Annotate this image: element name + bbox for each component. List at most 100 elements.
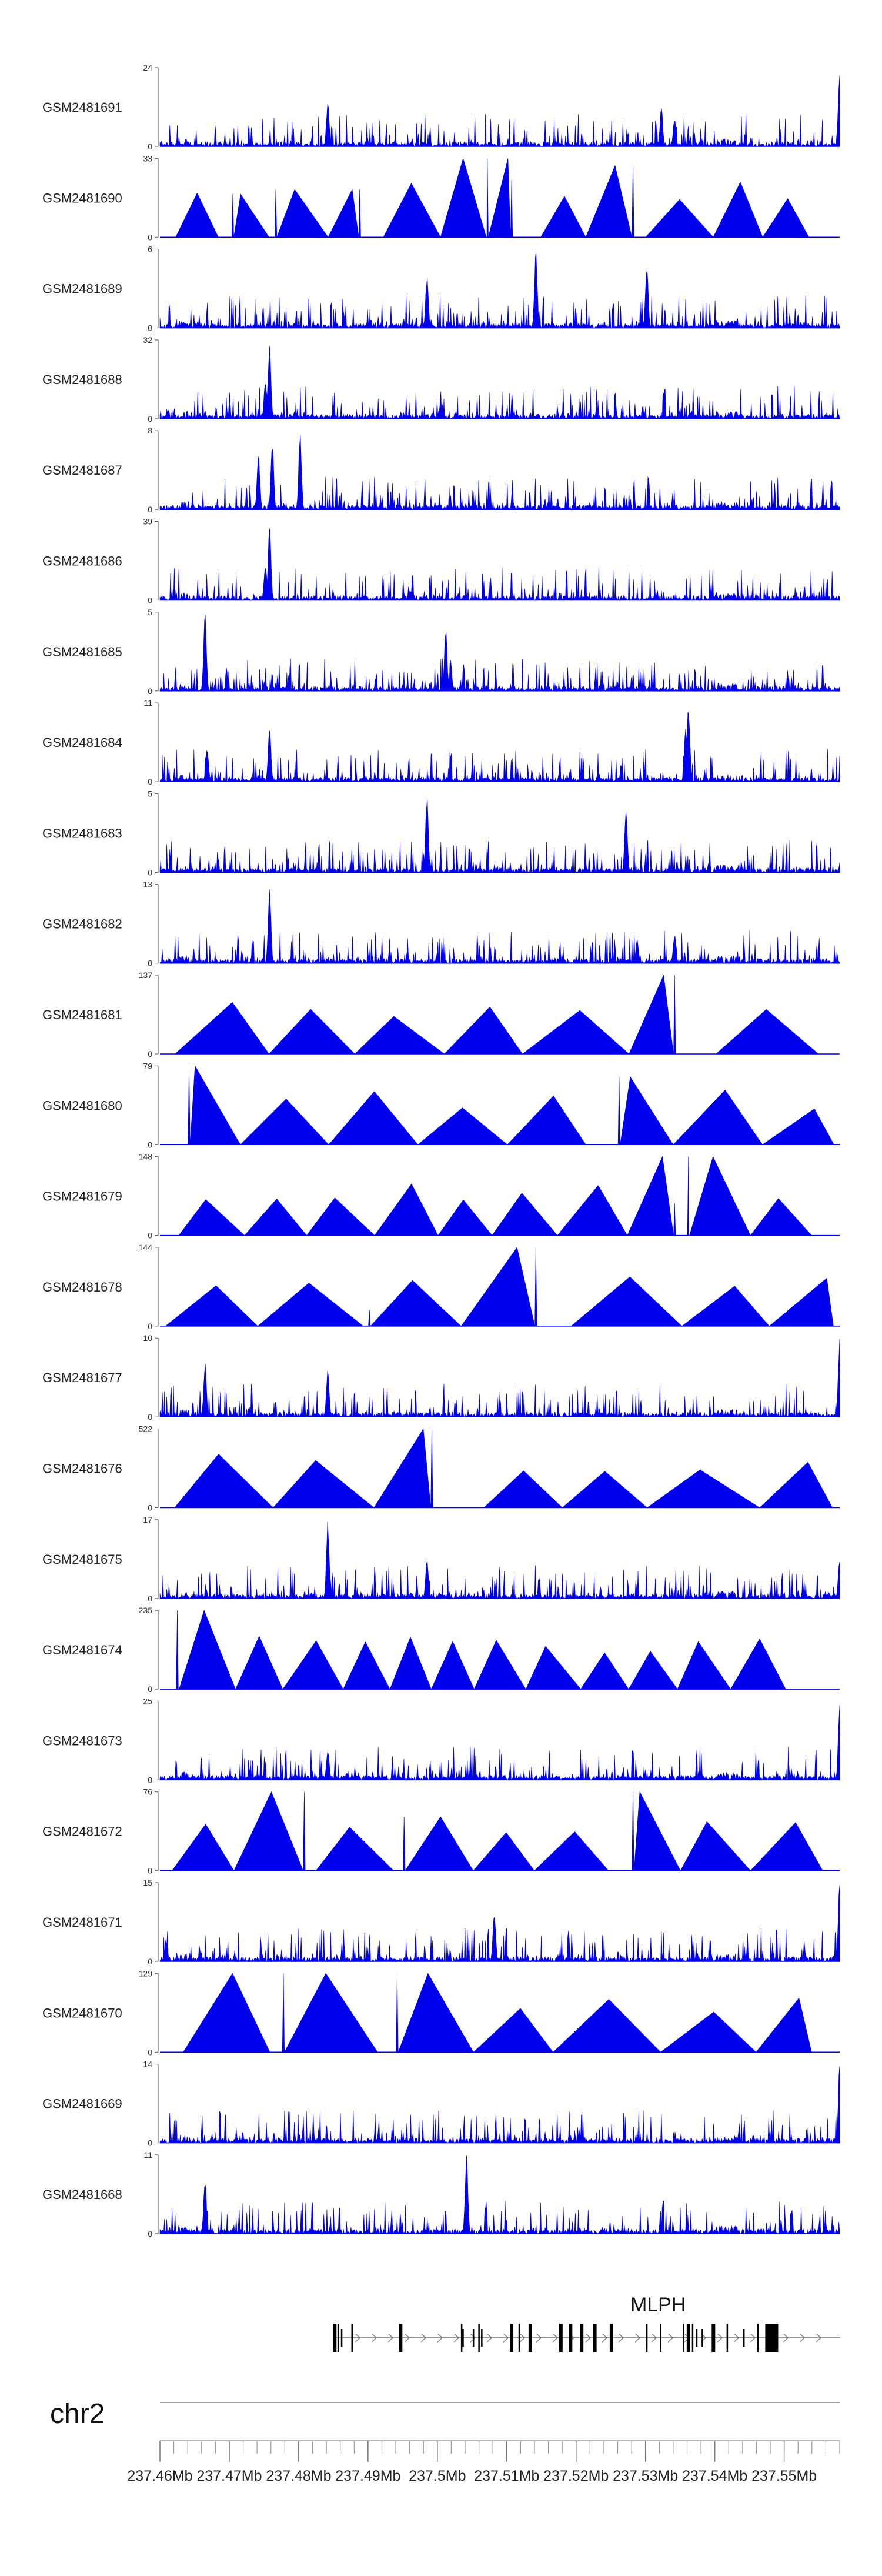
strand-arrow	[651, 2333, 657, 2343]
signal-area	[159, 1339, 840, 1418]
x-tick-label: 237.48Mb	[266, 2468, 331, 2484]
track-label: GSM2481680	[42, 1098, 122, 1113]
track-label: GSM2481669	[42, 2097, 122, 2111]
gene-exon	[691, 2324, 694, 2352]
track-GSM2481688: GSM2481688 32 0	[42, 335, 840, 423]
track-label: GSM2481674	[42, 1643, 122, 1657]
signal-area	[159, 528, 840, 601]
gene-exon	[686, 2324, 690, 2352]
gene-exon	[337, 2324, 339, 2352]
track-GSM2481686: GSM2481686 39 0	[42, 517, 840, 605]
track-label: GSM2481690	[42, 191, 122, 205]
track-label: GSM2481682	[42, 917, 122, 932]
track-label: GSM2481676	[42, 1461, 122, 1476]
y-min-label: 0	[148, 232, 152, 242]
gene-exon	[340, 2329, 343, 2347]
track-label: GSM2481681	[42, 1007, 122, 1022]
y-min-label: 0	[148, 414, 152, 423]
y-max-label: 13	[143, 880, 152, 889]
track-GSM2481680: GSM2481680 79 0	[42, 1061, 840, 1149]
y-min-label: 0	[148, 867, 152, 877]
strand-arrow	[634, 2333, 641, 2343]
y-max-label: 11	[143, 698, 152, 708]
y-min-label: 0	[148, 2138, 152, 2148]
y-min-label: 0	[148, 596, 152, 605]
track-label: GSM2481679	[42, 1189, 122, 1204]
y-max-label: 144	[139, 1243, 153, 1252]
track-GSM2481673: GSM2481673 25 0	[42, 1696, 840, 1784]
y-max-label: 39	[143, 517, 152, 526]
y-min-label: 0	[148, 1503, 152, 1513]
y-min-label: 0	[148, 1231, 152, 1240]
track-label: GSM2481671	[42, 1915, 122, 1930]
y-min-label: 0	[148, 686, 152, 696]
signal-area	[159, 798, 840, 873]
strand-arrow	[355, 2333, 361, 2343]
y-min-label: 0	[148, 1049, 152, 1059]
track-GSM2481678: GSM2481678 144 0	[42, 1243, 840, 1331]
strand-arrow	[799, 2333, 806, 2343]
track-label: GSM2481687	[42, 463, 122, 478]
y-max-label: 25	[143, 1696, 152, 1706]
signal-area	[183, 1973, 812, 2053]
track-GSM2481687: GSM2481687 8 0	[42, 426, 840, 514]
signal-area	[159, 2155, 840, 2234]
strand-arrow	[602, 2333, 608, 2343]
track-label: GSM2481684	[42, 735, 122, 750]
strand-arrow	[453, 2333, 460, 2343]
y-max-label: 235	[139, 1606, 153, 1615]
track-label: GSM2481686	[42, 554, 122, 569]
gene-exon	[609, 2324, 613, 2352]
strand-arrow	[519, 2333, 526, 2343]
y-max-label: 76	[143, 1787, 152, 1797]
y-max-label: 33	[143, 154, 152, 163]
track-label: GSM2481689	[42, 282, 122, 296]
track-label: GSM2481683	[42, 826, 122, 840]
strand-arrow	[552, 2333, 559, 2343]
track-GSM2481691: GSM2481691 24 0	[42, 63, 840, 151]
signal-area	[159, 712, 840, 783]
gene-exon	[660, 2324, 662, 2352]
gene-exon	[481, 2329, 483, 2347]
gene-exon	[559, 2324, 563, 2352]
signal-area	[159, 346, 840, 419]
strand-arrow	[750, 2333, 756, 2343]
y-max-label: 15	[143, 1878, 152, 1887]
signal-area	[172, 1791, 823, 1871]
y-max-label: 32	[143, 335, 152, 345]
y-min-label: 0	[148, 1594, 152, 1603]
y-max-label: 148	[139, 1152, 153, 1162]
y-max-label: 10	[143, 1333, 152, 1343]
gene-exon	[743, 2329, 745, 2347]
y-max-label: 129	[139, 1968, 153, 1978]
x-tick-label: 237.5Mb	[409, 2468, 466, 2484]
y-min-label: 0	[148, 323, 152, 333]
y-max-label: 5	[148, 789, 152, 798]
y-max-label: 5	[148, 608, 152, 617]
strand-arrow	[618, 2333, 624, 2343]
signal-tracks: GSM2481691240GSM2481690330GSM248168960GS…	[42, 63, 840, 2238]
track-GSM2481682: GSM2481682 13 0	[42, 880, 840, 968]
signal-area	[176, 1610, 786, 1690]
strand-arrow	[470, 2333, 476, 2343]
x-tick-label: 237.49Mb	[335, 2468, 400, 2484]
track-GSM2481684: GSM2481684 11 0	[42, 698, 840, 786]
x-tick-label: 237.54Mb	[682, 2468, 747, 2484]
x-tick-label: 237.51Mb	[474, 2468, 539, 2484]
strand-arrow	[816, 2333, 822, 2343]
strand-arrow	[387, 2333, 394, 2343]
gene-exon	[765, 2324, 779, 2352]
signal-area	[165, 1247, 834, 1327]
signal-area	[159, 1885, 840, 1963]
gene-exon	[528, 2324, 532, 2352]
track-GSM2481669: GSM2481669 14 0	[42, 2060, 840, 2148]
y-min-label: 0	[148, 1775, 152, 1784]
chromosome-label: chr2	[50, 2398, 105, 2430]
y-max-label: 79	[143, 1061, 152, 1070]
gene-exon	[593, 2324, 597, 2352]
y-min-label: 0	[148, 2229, 152, 2238]
gene-exon	[510, 2324, 514, 2352]
x-tick-label: 237.53Mb	[613, 2468, 678, 2484]
track-GSM2481689: GSM2481689 6 0	[42, 245, 840, 333]
signal-area	[159, 75, 840, 148]
